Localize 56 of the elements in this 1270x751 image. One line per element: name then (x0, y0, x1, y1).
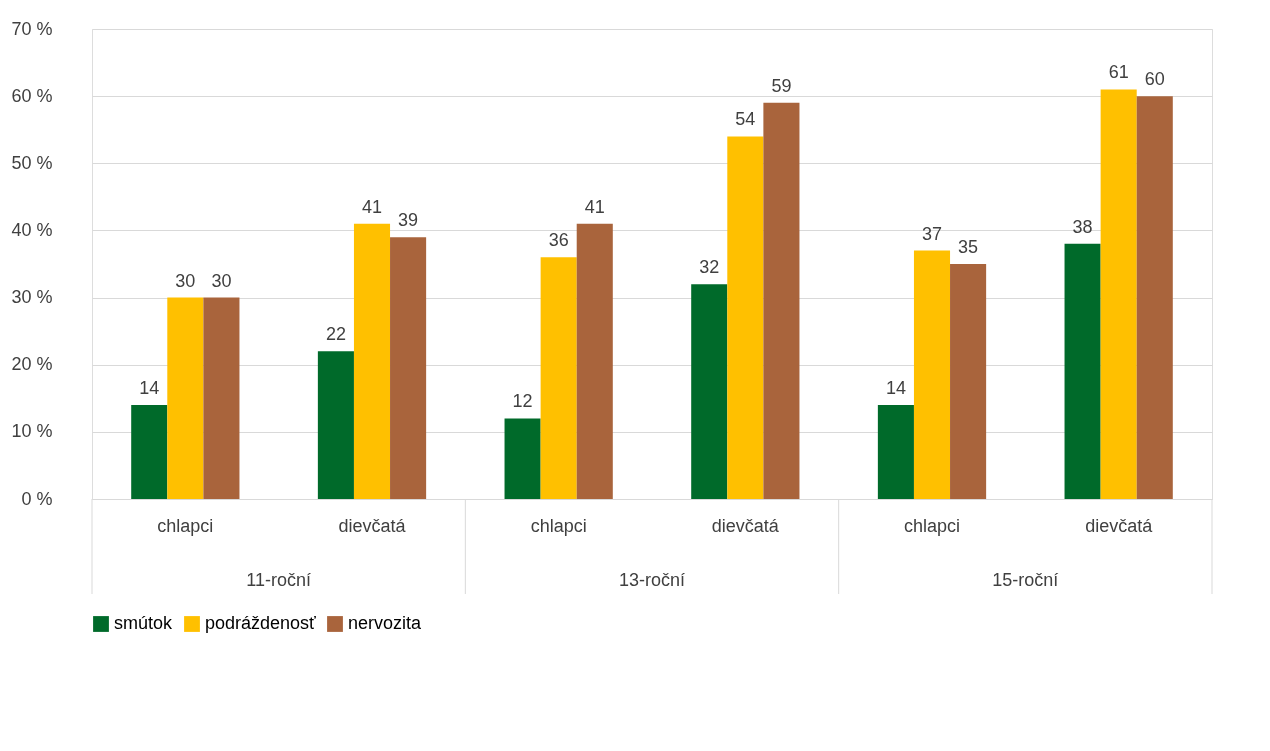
data-label: 14 (139, 378, 160, 398)
y-tick-label: 20 % (11, 354, 53, 375)
bar (317, 351, 354, 499)
bar (203, 297, 240, 499)
bar (691, 284, 728, 499)
legend-label: smútok (114, 613, 174, 633)
bar (576, 223, 613, 499)
y-tick-label: 40 % (11, 219, 53, 240)
y-tick-label: 30 % (11, 287, 53, 308)
x-tick-label: dievčatá (711, 515, 780, 536)
x-tick-label: chlapci (157, 515, 214, 536)
y-tick-label: 0 % (21, 488, 53, 509)
data-label: 12 (512, 391, 533, 412)
data-label: 14 (885, 378, 906, 398)
x-tick-label: dievčatá (338, 515, 407, 536)
bar (877, 405, 914, 499)
data-label: 35 (958, 237, 979, 257)
legend-label: podráždenosť (205, 613, 317, 633)
text: 11-roční (246, 570, 312, 590)
bar (540, 257, 577, 499)
data-label: 54 (735, 109, 756, 130)
bar (1100, 89, 1137, 499)
x-tick-label: chlapci (903, 515, 961, 536)
text: 13-roční (618, 570, 686, 590)
legend-label: nervozita (348, 613, 423, 633)
data-label: 61 (1108, 62, 1129, 83)
x-tick-label: dievčatá (1085, 515, 1154, 536)
bar (131, 405, 168, 499)
text: 15-roční (992, 570, 1059, 590)
data-label: 59 (771, 75, 792, 96)
bar (727, 136, 764, 499)
y-tick-label: 50 % (11, 152, 53, 173)
y-tick-label: 60 % (11, 85, 53, 106)
bar (390, 237, 427, 499)
data-label: 39 (398, 210, 419, 231)
bar (950, 264, 987, 499)
bar (353, 223, 391, 499)
data-label: 37 (921, 223, 943, 244)
data-label: 32 (699, 257, 720, 278)
y-tick-label: 10 % (11, 421, 53, 442)
bar (167, 297, 204, 499)
data-label: 60 (1144, 69, 1165, 90)
x-tick-label: chlapci (530, 515, 587, 536)
data-label: 41 (361, 196, 383, 217)
data-label: 38 (1072, 216, 1093, 237)
bar (1064, 243, 1101, 499)
y-tick-label: 70 % (11, 18, 53, 39)
bar (504, 418, 541, 499)
data-label: 30 (211, 270, 232, 291)
bar (763, 102, 800, 499)
data-label: 41 (584, 196, 605, 217)
data-label: 22 (325, 324, 346, 345)
data-label: 36 (548, 230, 569, 251)
bar (913, 250, 951, 499)
data-label: 30 (175, 270, 196, 291)
bar (1136, 96, 1173, 499)
